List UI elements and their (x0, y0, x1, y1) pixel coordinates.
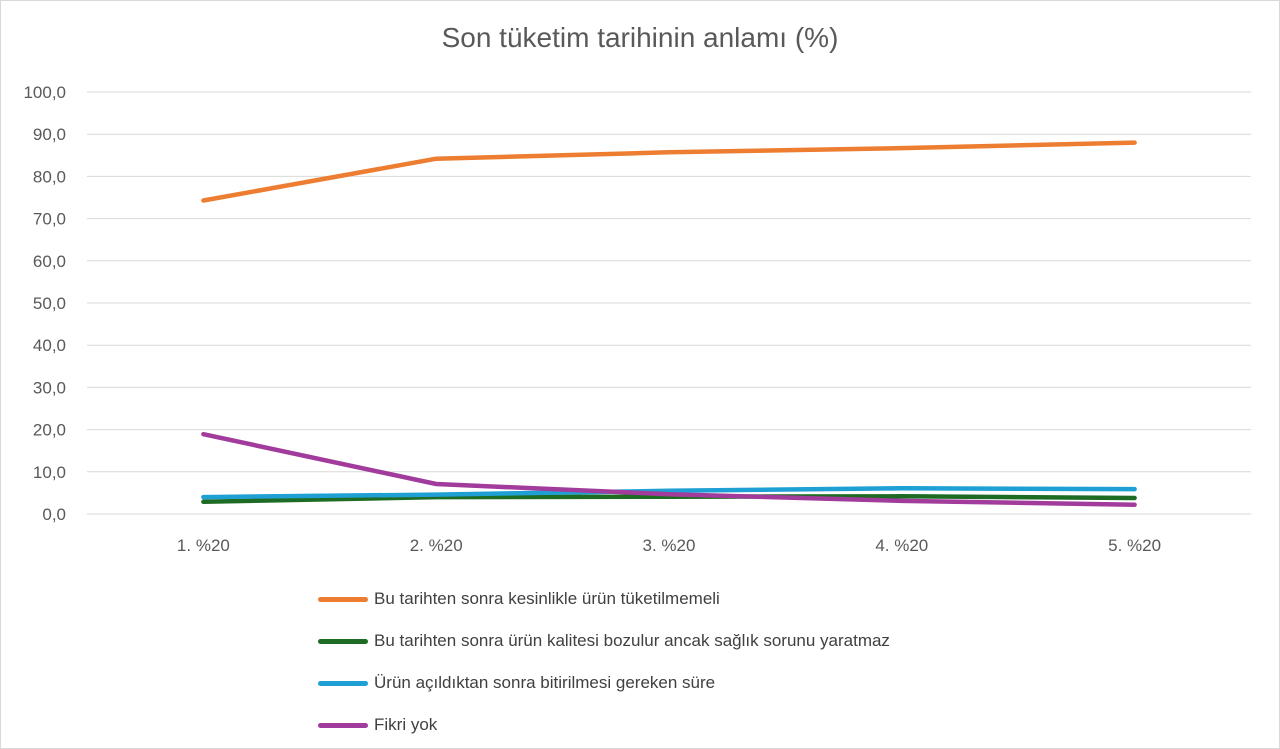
x-tick-label: 3. %20 (643, 536, 696, 555)
legend-label: Bu tarihten sonra kesinlikle ürün tüketi… (374, 589, 720, 608)
legend-label: Bu tarihten sonra ürün kalitesi bozulur … (374, 631, 890, 650)
legend-swatch (318, 722, 368, 728)
legend-swatch (318, 638, 368, 644)
y-tick-label: 0,0 (42, 505, 66, 524)
x-tick-label: 5. %20 (1108, 536, 1161, 555)
legend-label: Ürün açıldıktan sonra bitirilmesi gereke… (374, 673, 716, 692)
legend-item: Ürün açıldıktan sonra bitirilmesi gereke… (318, 662, 890, 704)
legend: Bu tarihten sonra kesinlikle ürün tüketi… (318, 578, 890, 746)
legend-label: Fikri yok (374, 715, 438, 734)
series-line-3 (201, 431, 1137, 507)
y-tick-label: 70,0 (33, 210, 66, 229)
y-tick-label: 80,0 (33, 167, 66, 186)
y-tick-label: 40,0 (33, 336, 66, 355)
legend-item: Fikri yok (318, 704, 890, 746)
legend-swatch (318, 680, 368, 686)
series-line-0 (201, 140, 1137, 203)
y-tick-label: 100,0 (23, 83, 66, 102)
series-line-1 (201, 494, 1137, 505)
y-tick-label: 10,0 (33, 463, 66, 482)
x-tick-label: 1. %20 (177, 536, 230, 555)
y-tick-label: 90,0 (33, 125, 66, 144)
y-tick-label: 50,0 (33, 294, 66, 313)
y-tick-label: 60,0 (33, 252, 66, 271)
series-line-2 (201, 486, 1137, 500)
x-tick-label: 4. %20 (875, 536, 928, 555)
y-tick-label: 20,0 (33, 421, 66, 440)
legend-item: Bu tarihten sonra ürün kalitesi bozulur … (318, 620, 890, 662)
y-tick-label: 30,0 (33, 378, 66, 397)
x-tick-label: 2. %20 (410, 536, 463, 555)
legend-item: Bu tarihten sonra kesinlikle ürün tüketi… (318, 578, 890, 620)
chart-title: Son tüketim tarihinin anlamı (%) (441, 22, 839, 53)
legend-swatch (318, 596, 368, 602)
